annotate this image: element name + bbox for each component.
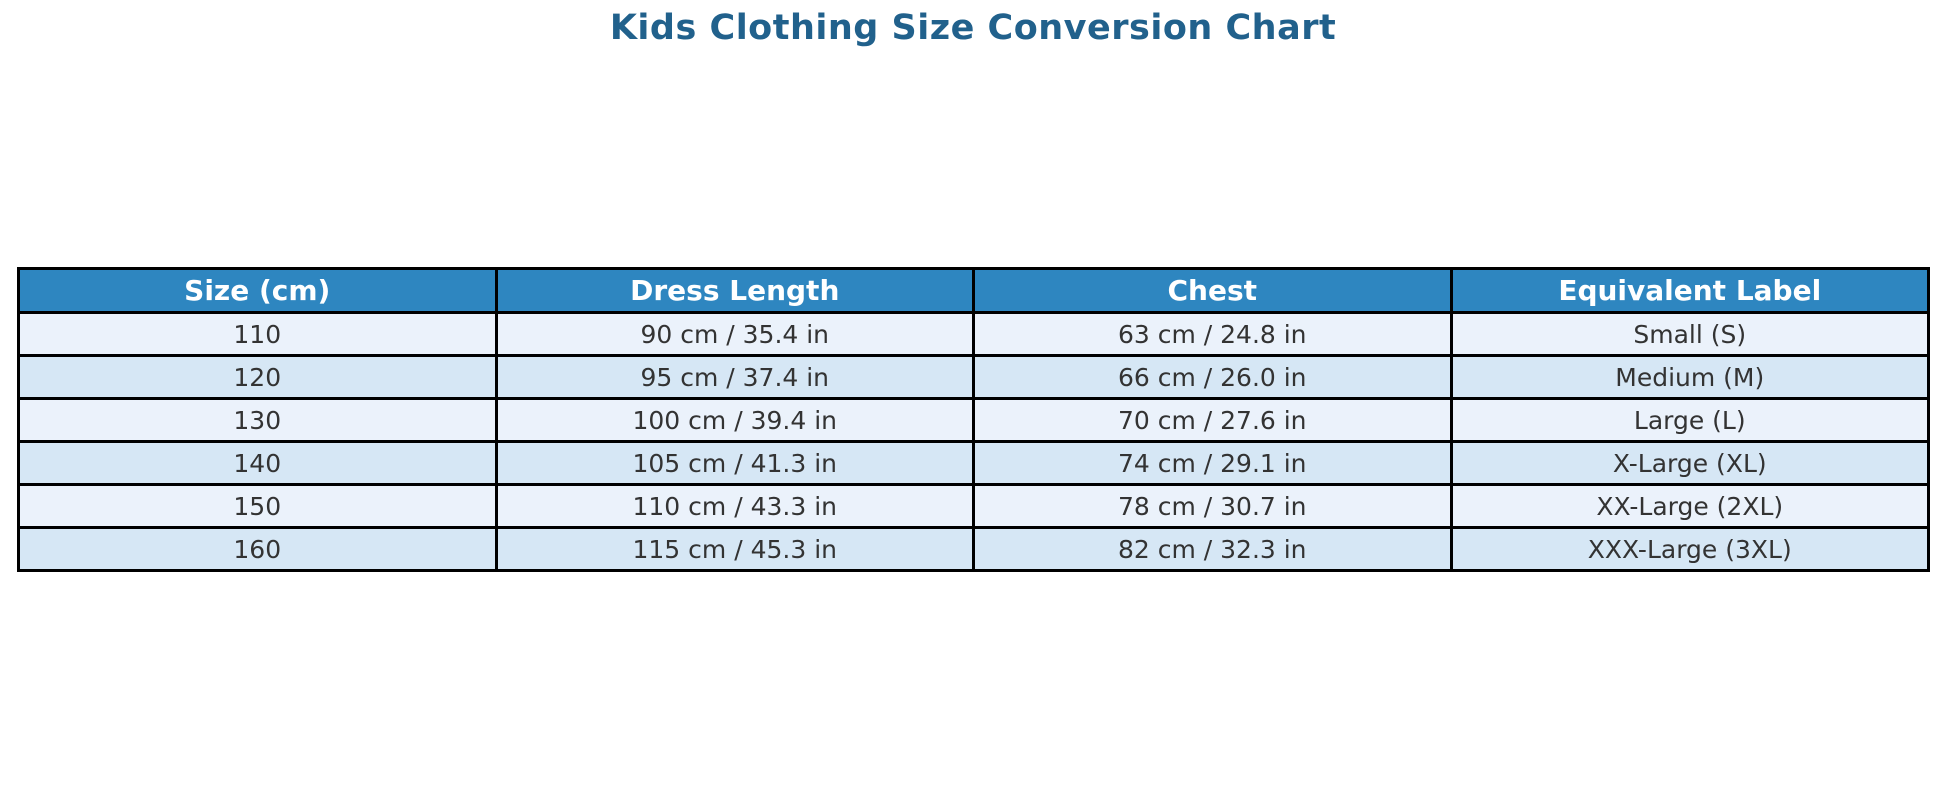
table-cell: 130 (17, 397, 498, 443)
table-cell: Small (S) (1449, 311, 1930, 357)
table-row: 160 115 cm / 45.3 in 82 cm / 32.3 in XXX-La… (17, 526, 1930, 572)
table-cell: 105 cm / 41.3 in (494, 440, 975, 486)
table-cell: 115 cm / 45.3 in (494, 526, 975, 572)
table-cell: 66 cm / 26.0 in (972, 354, 1453, 400)
column-header-1: Dress Length (494, 267, 975, 314)
page-title: Kids Clothing Size Conversion Chart (609, 8, 1337, 48)
table-cell: 63 cm / 24.8 in (972, 311, 1453, 357)
table-cell: 78 cm / 30.7 in (972, 483, 1453, 529)
table-cell: XXX-Large (3XL) (1449, 526, 1930, 572)
header-row: Size (cm) Dress Length Chest Equivalent Lab… (17, 267, 1930, 314)
table-body: 110 90 cm / 35.4 in 63 cm / 24.8 in Small (… (17, 311, 1930, 572)
table-cell: 95 cm / 37.4 in (494, 354, 975, 400)
table-cell: 100 cm / 39.4 in (494, 397, 975, 443)
table-row: 140 105 cm / 41.3 in 74 cm / 29.1 in X-Larg… (17, 440, 1930, 486)
table-row: 130 100 cm / 39.4 in 70 cm / 27.6 in Large … (17, 397, 1930, 443)
column-header-2: Chest (972, 267, 1453, 314)
table-cell: 82 cm / 32.3 in (972, 526, 1453, 572)
table-cell: 70 cm / 27.6 in (972, 397, 1453, 443)
table-cell: 90 cm / 35.4 in (494, 311, 975, 357)
table-cell: 140 (17, 440, 498, 486)
column-header-0: Size (cm) (17, 267, 498, 314)
table-cell: Medium (M) (1449, 354, 1930, 400)
table-cell: X-Large (XL) (1449, 440, 1930, 486)
table-cell: 150 (17, 483, 498, 529)
table-header: Size (cm) Dress Length Chest Equivalent Lab… (17, 267, 1930, 314)
table-cell: 160 (17, 526, 498, 572)
table-row: 150 110 cm / 43.3 in 78 cm / 30.7 in XX-Lar… (17, 483, 1930, 529)
table-cell: 120 (17, 354, 498, 400)
table-cell: Large (L) (1449, 397, 1930, 443)
table-cell: 74 cm / 29.1 in (972, 440, 1453, 486)
table-cell: 110 (17, 311, 498, 357)
table-cell: 110 cm / 43.3 in (494, 483, 975, 529)
table-row: 110 90 cm / 35.4 in 63 cm / 24.8 in Small (… (17, 311, 1930, 357)
table-row: 120 95 cm / 37.4 in 66 cm / 26.0 in Medium … (17, 354, 1930, 400)
size-conversion-table: Size (cm) Dress Length Chest Equivalent Lab… (17, 267, 1930, 572)
table-cell: XX-Large (2XL) (1449, 483, 1930, 529)
column-header-3: Equivalent Label (1449, 267, 1930, 314)
